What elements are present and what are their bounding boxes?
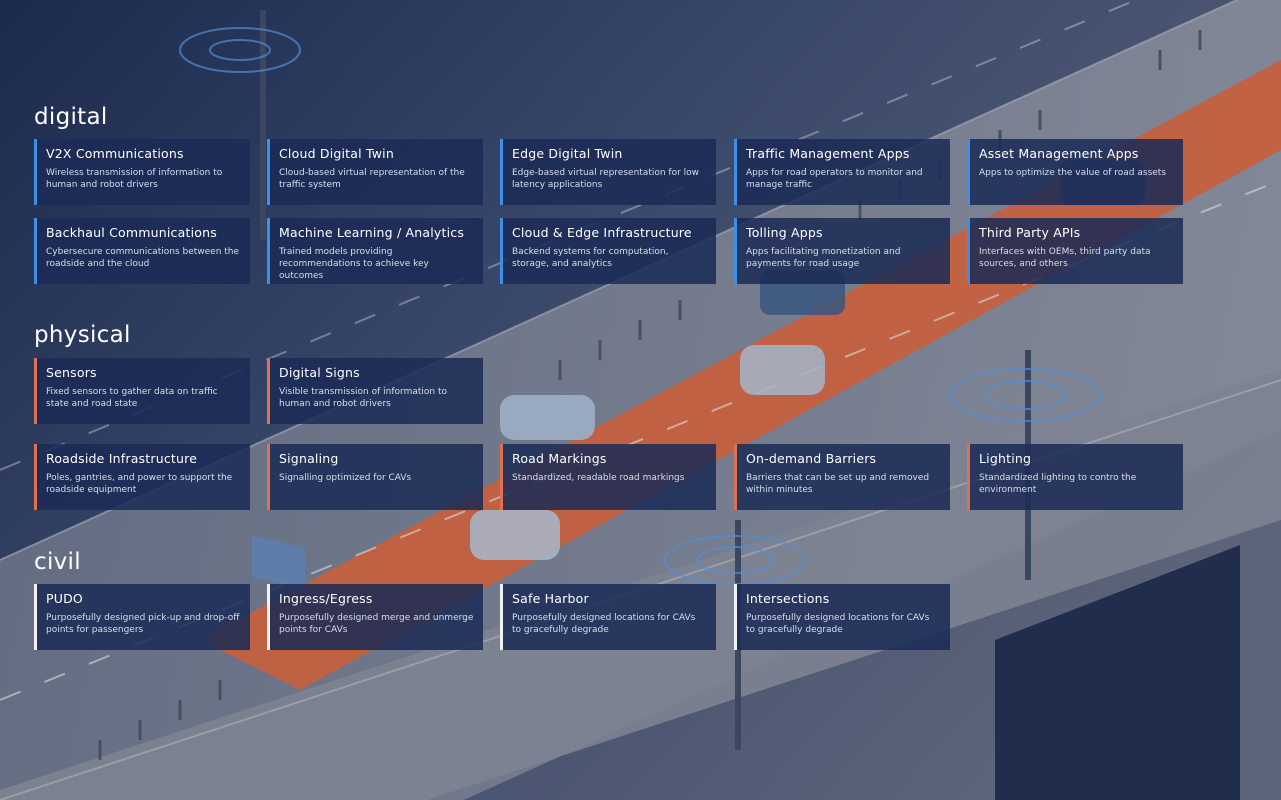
- card-title: Tolling Apps: [746, 225, 823, 240]
- card-cloud-edge-infrastructure: Cloud & Edge Infrastructure Backend syst…: [500, 218, 716, 284]
- card-title: Digital Signs: [279, 365, 360, 380]
- card-description: Standardized lighting to contro the envi…: [979, 473, 1137, 495]
- card-description: Purposefully designed locations for CAVs…: [746, 613, 930, 635]
- card-title: Machine Learning / Analytics: [279, 225, 465, 240]
- card-title: Ingress/Egress: [279, 591, 373, 606]
- card-intersections: Intersections Purposefully designed loca…: [734, 584, 950, 650]
- card-tolling-apps: Tolling Apps Apps facilitating monetizat…: [734, 218, 950, 284]
- card-description: Purposefully designed merge and unmerge …: [279, 613, 474, 635]
- card-edge-digital-twin: Edge Digital Twin Edge-based virtual rep…: [500, 139, 716, 205]
- card-description: Cloud-based virtual representation of th…: [279, 168, 465, 190]
- card-ingress-egress: Ingress/Egress Purposefully designed mer…: [267, 584, 483, 650]
- card-title: V2X Communications: [46, 146, 184, 161]
- card-digital-signs: Digital Signs Visible transmission of in…: [267, 358, 483, 424]
- card-title: Traffic Management Apps: [746, 146, 910, 161]
- card-description: Poles, gantries, and power to support th…: [46, 473, 233, 495]
- card-description: Apps facilitating monetization and payme…: [746, 247, 901, 269]
- card-description: Cybersecure communications between the r…: [46, 247, 240, 269]
- section-title-digital: digital: [34, 104, 108, 130]
- card-title: Safe Harbor: [512, 591, 589, 606]
- card-title: Signaling: [279, 451, 339, 466]
- card-lighting: Lighting Standardized lighting to contro…: [967, 444, 1183, 510]
- card-title: Third Party APIs: [979, 225, 1081, 240]
- card-on-demand-barriers: On-demand Barriers Barriers that can be …: [734, 444, 950, 510]
- card-title: Asset Management Apps: [979, 146, 1139, 161]
- card-title: Cloud Digital Twin: [279, 146, 394, 161]
- card-title: Road Markings: [512, 451, 607, 466]
- card-sensors: Sensors Fixed sensors to gather data on …: [34, 358, 250, 424]
- card-title: Roadside Infrastructure: [46, 451, 198, 466]
- card-description: Edge-based virtual representation for lo…: [512, 168, 700, 190]
- card-description: Interfaces with OEMs, third party data s…: [979, 247, 1151, 269]
- sign-board: [252, 535, 305, 590]
- card-description: Wireless transmission of information to …: [46, 168, 223, 190]
- card-description: Visible transmission of information to h…: [279, 387, 447, 409]
- card-machine-learning-analytics: Machine Learning / Analytics Trained mod…: [267, 218, 483, 284]
- overpass-block: [995, 545, 1240, 800]
- card-title: Cloud & Edge Infrastructure: [512, 225, 692, 240]
- card-v2x-communications: V2X Communications Wireless transmission…: [34, 139, 250, 205]
- card-description: Purposefully designed locations for CAVs…: [512, 613, 696, 635]
- section-title-physical: physical: [34, 322, 131, 348]
- card-asset-management-apps: Asset Management Apps Apps to optimize t…: [967, 139, 1183, 205]
- card-road-markings: Road Markings Standardized, readable roa…: [500, 444, 716, 510]
- section-title-civil: civil: [34, 549, 81, 575]
- card-description: Backend systems for computation, storage…: [512, 247, 669, 269]
- light-pole: [260, 10, 266, 240]
- card-signaling: Signaling Signalling optimized for CAVs: [267, 444, 483, 510]
- card-backhaul-communications: Backhaul Communications Cybersecure comm…: [34, 218, 250, 284]
- card-traffic-management-apps: Traffic Management Apps Apps for road op…: [734, 139, 950, 205]
- card-pudo: PUDO Purposefully designed pick-up and d…: [34, 584, 250, 650]
- card-description: Trained models providing recommendations…: [279, 247, 429, 281]
- card-description: Barriers that can be set up and removed …: [746, 473, 930, 495]
- card-title: Intersections: [746, 591, 830, 606]
- card-description: Apps to optimize the value of road asset…: [979, 168, 1167, 178]
- card-title: PUDO: [46, 591, 83, 606]
- card-cloud-digital-twin: Cloud Digital Twin Cloud-based virtual r…: [267, 139, 483, 205]
- card-safe-harbor: Safe Harbor Purposefully designed locati…: [500, 584, 716, 650]
- card-title: On-demand Barriers: [746, 451, 877, 466]
- card-roadside-infrastructure: Roadside Infrastructure Poles, gantries,…: [34, 444, 250, 510]
- card-description: Apps for road operators to monitor and m…: [746, 168, 923, 190]
- card-title: Lighting: [979, 451, 1032, 466]
- card-description: Standardized, readable road markings: [512, 473, 685, 483]
- card-description: Fixed sensors to gather data on traffic …: [46, 387, 218, 409]
- card-title: Backhaul Communications: [46, 225, 217, 240]
- card-description: Purposefully designed pick-up and drop-o…: [46, 613, 240, 635]
- card-third-party-apis: Third Party APIs Interfaces with OEMs, t…: [967, 218, 1183, 284]
- card-title: Edge Digital Twin: [512, 146, 623, 161]
- card-description: Signalling optimized for CAVs: [279, 473, 412, 483]
- card-title: Sensors: [46, 365, 97, 380]
